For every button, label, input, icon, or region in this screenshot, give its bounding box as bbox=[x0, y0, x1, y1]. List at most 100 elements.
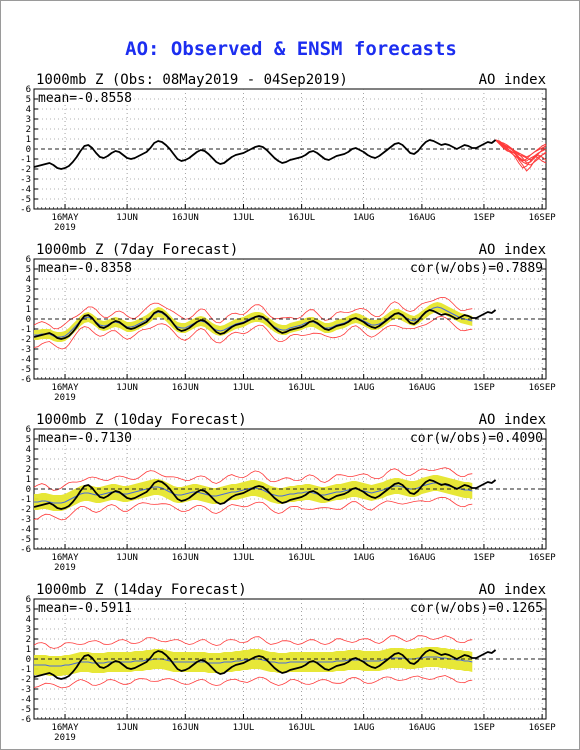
ensemble-lower-bound-line bbox=[33, 496, 473, 521]
y-tick-label: -3 bbox=[20, 515, 31, 525]
ensemble-spread-band bbox=[34, 647, 473, 676]
x-tick-label: 16SEP bbox=[529, 723, 557, 733]
x-tick-label: 1SEP bbox=[473, 383, 495, 393]
x-tick-label: 16SEP bbox=[529, 383, 557, 393]
panel-title: 1000mb Z (10day Forecast) bbox=[36, 412, 247, 428]
panel-title: 1000mb Z (7day Forecast) bbox=[36, 242, 238, 258]
ensemble-spread-band bbox=[34, 475, 473, 511]
ensemble-upper-bound-line bbox=[33, 467, 473, 491]
mean-label: mean=-0.8558 bbox=[38, 91, 132, 106]
y-tick-label: -6 bbox=[20, 545, 31, 555]
y-tick-label: -6 bbox=[20, 205, 31, 215]
y-tick-label: 3 bbox=[26, 285, 31, 295]
y-tick-label: 3 bbox=[26, 115, 31, 125]
ensemble-upper-bound-line bbox=[33, 296, 473, 330]
y-tick-label: -5 bbox=[20, 705, 31, 715]
y-tick-label: 3 bbox=[26, 625, 31, 635]
y-tick-label: -6 bbox=[20, 715, 31, 725]
y-tick-label: 0 bbox=[26, 655, 31, 665]
x-tick-label: 16JUL bbox=[288, 553, 315, 563]
observed-line bbox=[33, 649, 497, 680]
y-tick-label: 6 bbox=[26, 85, 31, 95]
x-tick-label: 16MAY bbox=[51, 723, 79, 733]
panel-title: 1000mb Z (Obs: 08May2019 - 04Sep2019) bbox=[36, 72, 348, 88]
x-tick-label: 1AUG bbox=[353, 383, 375, 393]
x-tick-label: 16JUN bbox=[172, 723, 199, 733]
ensemble-spread-band bbox=[34, 302, 473, 342]
ensemble-upper-bound-line bbox=[33, 635, 473, 649]
observed-line bbox=[33, 479, 497, 510]
x-tick-label: 16MAY bbox=[51, 383, 79, 393]
y-tick-label: 4 bbox=[26, 445, 31, 455]
y-tick-label: 6 bbox=[26, 595, 31, 605]
y-tick-label: -1 bbox=[20, 665, 31, 675]
forecast-member-line bbox=[495, 139, 547, 161]
x-tick-label: 16AUG bbox=[408, 213, 435, 223]
x-tick-label: 1AUG bbox=[353, 553, 375, 563]
x-tick-label: 1AUG bbox=[353, 213, 375, 223]
x-tick-label: 1JUN bbox=[116, 553, 138, 563]
y-tick-label: 0 bbox=[26, 145, 31, 155]
mean-label: mean=-0.8358 bbox=[38, 261, 132, 276]
x-tick-label: 16JUL bbox=[288, 213, 315, 223]
y-tick-label: 1 bbox=[26, 475, 31, 485]
y-tick-label: 4 bbox=[26, 105, 31, 115]
y-tick-label: -6 bbox=[20, 375, 31, 385]
y-tick-label: -1 bbox=[20, 495, 31, 505]
index-label: AO index bbox=[479, 412, 546, 428]
x-tick-label: 1JUL bbox=[233, 723, 255, 733]
x-tick-label: 1JUN bbox=[116, 723, 138, 733]
y-tick-label: 0 bbox=[26, 485, 31, 495]
y-tick-label: 6 bbox=[26, 255, 31, 265]
x-tick-year-label: 2019 bbox=[54, 563, 76, 573]
y-tick-label: 1 bbox=[26, 645, 31, 655]
x-tick-label: 1JUN bbox=[116, 213, 138, 223]
y-tick-label: 2 bbox=[26, 295, 31, 305]
y-tick-label: 2 bbox=[26, 125, 31, 135]
x-tick-label: 1SEP bbox=[473, 553, 495, 563]
y-tick-label: 2 bbox=[26, 635, 31, 645]
y-tick-label: -5 bbox=[20, 365, 31, 375]
y-tick-label: 4 bbox=[26, 615, 31, 625]
x-tick-label: 1JUL bbox=[233, 553, 255, 563]
x-tick-label: 1SEP bbox=[473, 213, 495, 223]
x-tick-label: 16JUL bbox=[288, 383, 315, 393]
x-tick-year-label: 2019 bbox=[54, 223, 76, 233]
y-tick-label: -4 bbox=[20, 355, 31, 365]
x-tick-year-label: 2019 bbox=[54, 393, 76, 403]
observed-panel: 1000mb Z (Obs: 08May2019 - 04Sep2019) AO … bbox=[20, 72, 556, 233]
index-label: AO index bbox=[479, 582, 546, 598]
y-tick-label: -1 bbox=[20, 325, 31, 335]
forecast-7day-panel: 1000mb Z (7day Forecast) AO index -6-5-4-3… bbox=[20, 242, 557, 403]
ensemble-lower-bound-line bbox=[33, 675, 473, 689]
y-tick-label: -2 bbox=[20, 675, 31, 685]
index-label: AO index bbox=[479, 72, 546, 88]
x-tick-label: 1AUG bbox=[353, 723, 375, 733]
observed-line bbox=[33, 139, 497, 170]
y-tick-label: -4 bbox=[20, 695, 31, 705]
figure-title: AO: Observed & ENSM forecasts bbox=[125, 38, 457, 60]
forecast-member-line bbox=[495, 139, 547, 164]
y-tick-label: 4 bbox=[26, 275, 31, 285]
ensemble-lower-bound-line bbox=[33, 315, 473, 350]
mean-label: mean=-0.7130 bbox=[38, 431, 132, 446]
x-tick-label: 16JUN bbox=[172, 213, 199, 223]
x-tick-label: 1JUL bbox=[233, 383, 255, 393]
y-tick-label: 2 bbox=[26, 465, 31, 475]
y-tick-label: 6 bbox=[26, 425, 31, 435]
correlation-label: cor(w/obs)=0.7889 bbox=[410, 261, 543, 276]
x-tick-label: 16AUG bbox=[408, 383, 435, 393]
x-tick-label: 16AUG bbox=[408, 553, 435, 563]
x-tick-label: 1JUN bbox=[116, 383, 138, 393]
y-tick-label: 3 bbox=[26, 455, 31, 465]
x-tick-label: 16JUN bbox=[172, 553, 199, 563]
forecast-member-line bbox=[495, 139, 547, 158]
y-tick-label: -5 bbox=[20, 535, 31, 545]
x-tick-label: 16MAY bbox=[51, 553, 79, 563]
x-tick-label: 16JUL bbox=[288, 723, 315, 733]
forecast-member-line bbox=[495, 139, 547, 166]
correlation-label: cor(w/obs)=0.4090 bbox=[410, 431, 543, 446]
y-tick-label: 0 bbox=[26, 315, 31, 325]
panel-title: 1000mb Z (14day Forecast) bbox=[36, 582, 247, 598]
